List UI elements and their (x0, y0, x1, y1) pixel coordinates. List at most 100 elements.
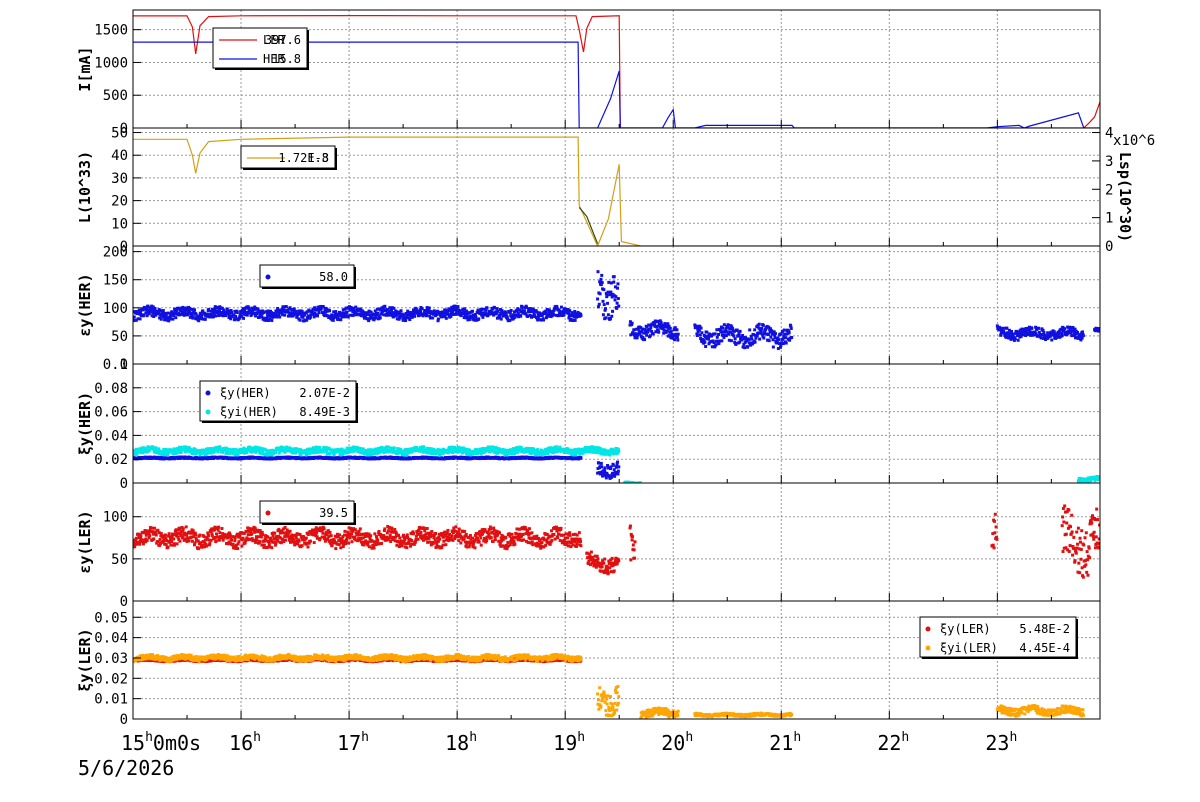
data-point (431, 316, 434, 319)
data-point (636, 336, 639, 339)
right-axis-multiplier: x10^6 (1113, 133, 1155, 149)
y-tick-label: 10 (111, 216, 128, 232)
data-point (176, 532, 179, 535)
data-point (519, 315, 522, 318)
legend: 58.0 (260, 265, 356, 289)
data-point (355, 533, 358, 536)
data-point (1037, 327, 1040, 330)
data-point (732, 335, 735, 338)
legend-swatch (206, 410, 211, 415)
legend-value: 2.07E-2 (299, 386, 350, 400)
data-point (597, 305, 600, 308)
data-point (383, 527, 386, 530)
data-point (1014, 337, 1017, 340)
data-point (523, 309, 526, 312)
series-group (132, 445, 1102, 485)
data-point (676, 339, 679, 342)
data-point (398, 536, 401, 539)
data-point (730, 339, 733, 342)
data-point (616, 287, 619, 290)
data-point (354, 528, 357, 531)
data-point (233, 539, 236, 542)
data-point (604, 307, 607, 310)
legend-name: ξy(HER) (220, 386, 271, 400)
data-point (273, 532, 276, 535)
data-point (1050, 338, 1053, 341)
data-point (250, 532, 253, 535)
data-point (746, 346, 749, 349)
data-point (602, 288, 605, 291)
data-point (614, 298, 617, 301)
data-point (542, 318, 545, 321)
data-point (139, 317, 142, 320)
data-point (162, 309, 165, 312)
data-point (332, 319, 335, 322)
data-point (146, 539, 149, 542)
data-point (166, 546, 169, 549)
data-point (389, 534, 392, 537)
data-point (172, 537, 175, 540)
data-point (215, 539, 218, 542)
legend-value: 8.49E-3 (299, 405, 350, 419)
data-point (707, 337, 710, 340)
data-point (242, 317, 245, 320)
data-point (456, 305, 459, 308)
panel-4: 00.020.040.060.080.1ξy(HER)ξy(HER)2.07E-… (76, 357, 1101, 492)
data-point (334, 547, 337, 550)
data-point (258, 541, 261, 544)
data-point (359, 527, 362, 530)
data-point (289, 530, 292, 533)
data-point (200, 315, 203, 318)
data-point (270, 319, 273, 322)
panels-group: 050010001500I[mA]LER397.6HER15.801020304… (76, 10, 1155, 728)
y-axis-label: εy(HER) (76, 273, 94, 336)
data-point (574, 319, 577, 322)
data-point (176, 542, 179, 545)
data-point (500, 318, 503, 321)
data-point (339, 318, 342, 321)
y-axis-label: L(10^33) (76, 151, 94, 223)
data-point (617, 470, 620, 473)
data-point (607, 313, 610, 316)
data-point (1081, 330, 1084, 333)
data-point (389, 540, 392, 543)
data-point (601, 475, 604, 478)
data-point (788, 331, 791, 334)
data-point (521, 306, 524, 309)
data-point (168, 532, 171, 535)
data-point (783, 329, 786, 332)
data-point (645, 334, 648, 337)
data-point (208, 542, 211, 545)
data-point (445, 317, 448, 320)
right-tick-label: 3 (1105, 154, 1113, 170)
data-point (739, 330, 742, 333)
data-point (604, 316, 607, 319)
data-point (397, 534, 400, 537)
data-point (597, 270, 600, 273)
data-point (717, 333, 720, 336)
data-point (785, 342, 788, 345)
data-point (292, 538, 295, 541)
data-point (758, 338, 761, 341)
data-point (1063, 327, 1066, 330)
data-point (758, 323, 761, 326)
data-point (380, 542, 383, 545)
data-point (1030, 327, 1033, 330)
legend-value: 58.0 (319, 270, 348, 284)
data-point (390, 527, 393, 530)
data-point (313, 541, 316, 544)
y-axis-label: I[mA] (76, 46, 94, 91)
data-point (383, 305, 386, 308)
data-point (774, 332, 777, 335)
data-point (602, 313, 605, 316)
data-point (617, 305, 620, 308)
data-point (343, 530, 346, 533)
data-point (234, 315, 237, 318)
y-tick-label: 200 (103, 245, 128, 261)
y-tick-label: 50 (111, 329, 128, 345)
data-point (393, 446, 396, 449)
data-point (155, 534, 158, 537)
